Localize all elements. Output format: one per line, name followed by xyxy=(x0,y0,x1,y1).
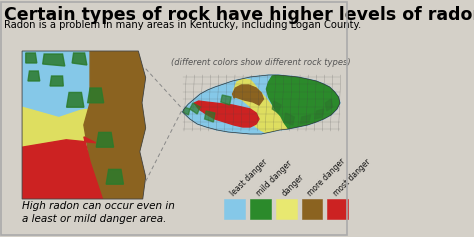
Polygon shape xyxy=(234,79,287,134)
Polygon shape xyxy=(194,101,259,127)
Polygon shape xyxy=(315,109,324,119)
Bar xyxy=(328,199,348,219)
Polygon shape xyxy=(300,115,310,124)
Text: Radon is a problem in many areas in Kentucky, including Logan County.: Radon is a problem in many areas in Kent… xyxy=(4,20,362,30)
Polygon shape xyxy=(284,113,294,125)
Text: more danger: more danger xyxy=(306,157,347,198)
Polygon shape xyxy=(43,54,65,66)
Bar xyxy=(250,199,271,219)
Polygon shape xyxy=(325,99,333,111)
Polygon shape xyxy=(182,75,340,134)
Polygon shape xyxy=(266,75,340,129)
Polygon shape xyxy=(84,51,146,199)
Polygon shape xyxy=(212,95,254,125)
Polygon shape xyxy=(182,107,190,115)
Polygon shape xyxy=(22,51,146,118)
Polygon shape xyxy=(190,103,200,114)
Polygon shape xyxy=(72,53,87,65)
Polygon shape xyxy=(50,76,64,86)
Bar xyxy=(276,199,297,219)
Text: (different colors show different rock types): (different colors show different rock ty… xyxy=(172,58,351,67)
Polygon shape xyxy=(96,132,114,147)
Polygon shape xyxy=(106,169,123,184)
Text: High radon can occur even in
a least or mild danger area.: High radon can occur even in a least or … xyxy=(22,201,175,224)
Polygon shape xyxy=(221,95,231,105)
Text: Certain types of rock have higher levels of radon:: Certain types of rock have higher levels… xyxy=(4,6,474,24)
Text: mild danger: mild danger xyxy=(254,159,293,198)
Bar xyxy=(225,199,245,219)
Text: danger: danger xyxy=(280,172,306,198)
Polygon shape xyxy=(28,71,40,81)
Bar xyxy=(302,199,322,219)
Text: least danger: least danger xyxy=(228,157,269,198)
Polygon shape xyxy=(233,85,264,105)
Polygon shape xyxy=(22,103,146,152)
Polygon shape xyxy=(205,111,215,122)
Text: most danger: most danger xyxy=(331,157,372,198)
Polygon shape xyxy=(88,88,104,103)
Polygon shape xyxy=(66,92,84,107)
Polygon shape xyxy=(26,53,37,63)
Polygon shape xyxy=(22,137,102,199)
Polygon shape xyxy=(272,101,281,113)
